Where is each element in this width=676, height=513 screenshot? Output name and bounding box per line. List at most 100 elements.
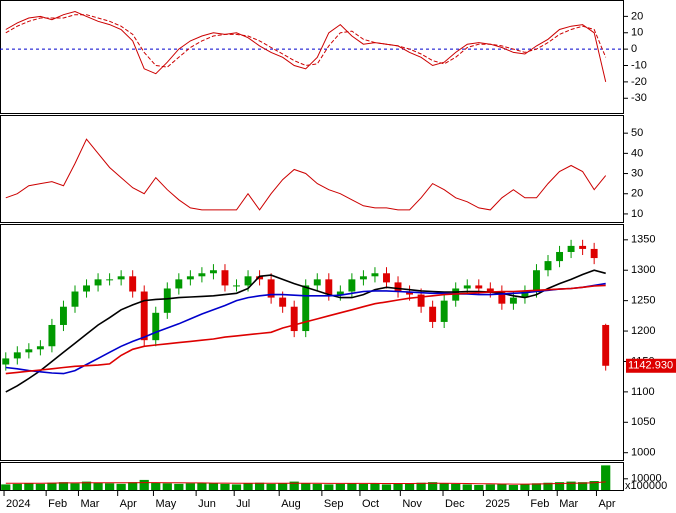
candle-body: [359, 276, 367, 280]
candle-body: [36, 346, 44, 350]
panel-frame: [0, 115, 624, 223]
candle-body: [521, 291, 529, 298]
volume-bar: [404, 483, 415, 490]
candle-body: [152, 312, 160, 341]
volume-bar: [70, 483, 80, 490]
volume-bar: [220, 483, 230, 490]
y-tick-label: 50: [631, 127, 643, 139]
candle-body: [302, 285, 310, 332]
candle-body: [175, 279, 183, 289]
y-tick-label: -30: [631, 92, 647, 104]
y-tick-label: 10000: [631, 473, 662, 485]
volume-bar: [497, 483, 507, 490]
panel-frame: [0, 462, 624, 491]
candle-body: [83, 285, 90, 292]
series-line: [5, 284, 606, 375]
candle-body: [429, 306, 437, 322]
candle-body: [140, 291, 148, 341]
candle-body: [13, 352, 21, 359]
y-tick-label: 1000: [631, 447, 655, 459]
candle-body: [440, 300, 448, 322]
candle-body: [209, 270, 217, 274]
x-tick-label: Mar: [559, 498, 578, 510]
candle-body: [267, 279, 275, 298]
candle-body: [394, 282, 402, 292]
x-tick-label: 2024: [6, 498, 30, 510]
volume-bar: [1, 484, 11, 490]
x-tick-label: Oct: [362, 498, 379, 510]
candle-body: [106, 279, 114, 281]
x-tick-label: Apr: [120, 498, 137, 510]
volume-bar: [174, 483, 184, 490]
volume-bar: [347, 483, 357, 490]
candle-body: [602, 324, 610, 366]
series-line: [5, 10, 607, 83]
volume-bar: [208, 483, 219, 490]
candle-body: [348, 279, 356, 292]
volume-bar: [312, 483, 322, 490]
candle-body: [498, 291, 506, 304]
volume-bar: [381, 484, 392, 490]
candle-body: [186, 276, 194, 280]
candle-body: [94, 279, 102, 286]
volume-bar: [428, 482, 438, 490]
volume-bar: [81, 481, 92, 490]
candle-body: [129, 276, 137, 292]
candle-body: [233, 285, 240, 287]
candle-body: [590, 248, 598, 259]
series-line: [5, 282, 606, 375]
y-tick-label: -10: [631, 59, 647, 71]
candle-body: [279, 297, 287, 307]
candle-body: [406, 291, 414, 295]
candle-body: [163, 288, 171, 313]
volume-bar: [543, 482, 553, 490]
volume-bar: [254, 482, 265, 490]
volume-bar: [439, 483, 449, 490]
candle-body: [336, 291, 344, 295]
x-tick-label: Sep: [324, 498, 344, 510]
candle-body: [244, 276, 252, 286]
volume-bar: [520, 484, 530, 490]
candle-body: [509, 297, 517, 304]
candle-body: [25, 349, 33, 353]
last-price-box: [626, 358, 676, 373]
candle-body: [325, 279, 333, 295]
volume-bar: [47, 482, 57, 490]
volume-bar: [24, 483, 34, 490]
x-tick-label: Dec: [445, 498, 465, 510]
y-tick-label: 1350: [631, 234, 655, 246]
volume-bar: [531, 483, 542, 490]
candle-body: [256, 276, 264, 280]
y-tick-label: 20: [631, 10, 643, 22]
volume-bar: [139, 479, 149, 490]
volume-bar: [185, 483, 195, 490]
y-tick-label: 1300: [631, 264, 655, 276]
volume-bar: [554, 482, 565, 490]
x-tick-label: May: [155, 498, 176, 510]
volume-bar: [289, 481, 299, 490]
series-line: [5, 14, 607, 68]
volume-bar: [93, 482, 103, 490]
volume-bar: [578, 482, 588, 490]
volume-bar: [197, 482, 207, 490]
candle-body: [417, 294, 425, 307]
x-tick-label: Aug: [281, 498, 301, 510]
volume-bar: [589, 481, 599, 490]
candle-body: [567, 245, 575, 252]
volume-bar: [358, 483, 369, 490]
volume-bar: [243, 483, 253, 490]
volume-bar: [462, 484, 472, 490]
volume-bar: [151, 482, 161, 490]
x-tick-label: 2025: [485, 498, 509, 510]
volume-bar: [116, 483, 126, 490]
volume-bar: [508, 484, 519, 490]
candle-body: [71, 291, 79, 307]
candle-body: [198, 273, 206, 277]
volume-bar: [416, 482, 426, 490]
volume-bar: [128, 482, 138, 490]
x-tick-label: Apr: [598, 498, 615, 510]
x-tick-label: Feb: [530, 498, 549, 510]
candle-body: [463, 285, 471, 289]
volume-bar: [301, 483, 311, 490]
